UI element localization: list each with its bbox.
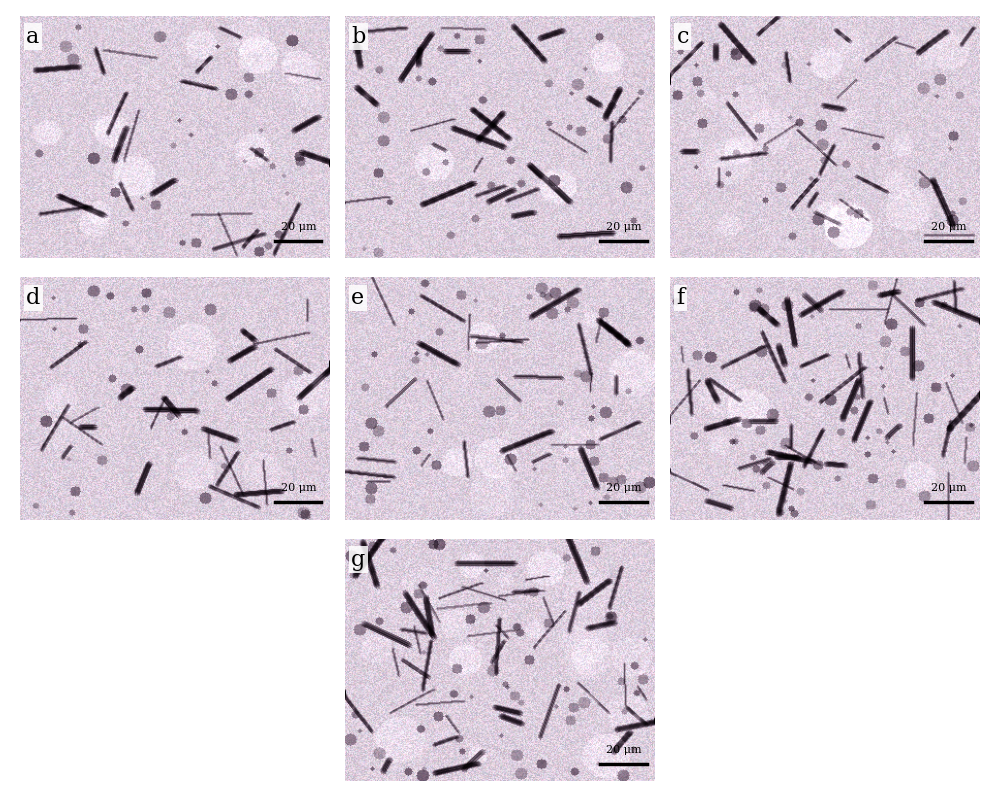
Text: b: b <box>351 26 366 48</box>
Text: e: e <box>351 287 364 309</box>
Text: f: f <box>677 287 685 309</box>
Text: c: c <box>677 26 689 48</box>
Text: a: a <box>26 26 39 48</box>
Text: 20 μm: 20 μm <box>281 484 316 493</box>
Text: 20 μm: 20 μm <box>606 745 641 755</box>
Text: g: g <box>351 548 366 571</box>
Text: 20 μm: 20 μm <box>931 484 967 493</box>
Text: 20 μm: 20 μm <box>931 222 967 232</box>
Text: d: d <box>26 287 41 309</box>
Text: 20 μm: 20 μm <box>281 222 316 232</box>
Text: 20 μm: 20 μm <box>606 222 641 232</box>
Text: 20 μm: 20 μm <box>606 484 641 493</box>
